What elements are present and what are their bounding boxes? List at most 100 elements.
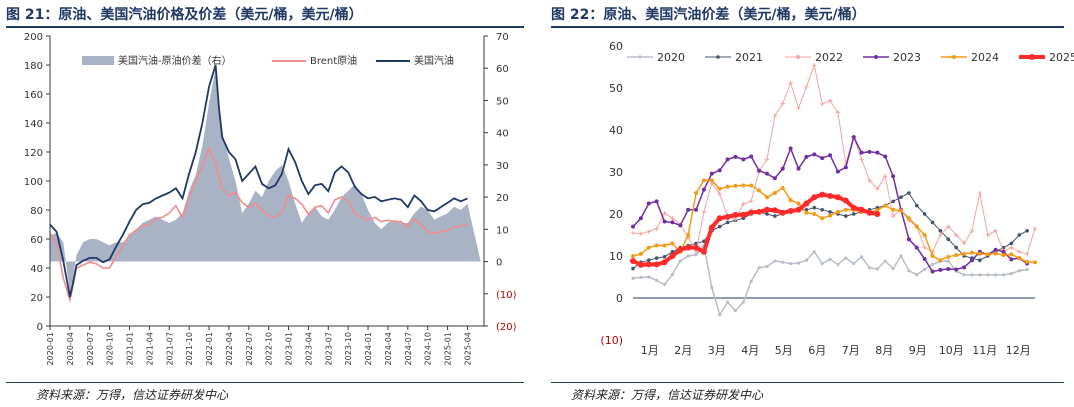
series-2020-point [1009, 272, 1013, 276]
x-tick-label: 2020-07 [86, 332, 95, 365]
series-2024-point [646, 245, 651, 250]
series-2022-point [812, 63, 817, 68]
series-2024-point [828, 213, 833, 218]
series-2020-point [915, 273, 919, 277]
series-2022-point [733, 217, 738, 222]
series-2022-line [632, 64, 1036, 255]
x-tick-label: 2025-01 [444, 332, 453, 365]
y2-tick-label: 10 [496, 225, 509, 236]
series-2023-point [993, 247, 998, 252]
series-2020-point [923, 267, 927, 272]
series-2021-point [946, 237, 951, 241]
series-2022-point [835, 110, 841, 115]
y2-tick-label: (10) [496, 290, 517, 301]
series-2023-point [820, 156, 825, 161]
series-2024-point [1033, 260, 1037, 265]
series-2025-point [858, 206, 865, 213]
series-2021-line [632, 192, 1028, 269]
y-tick-label: 120 [24, 148, 43, 159]
series-2020-point [639, 275, 643, 280]
series-2024-point [993, 251, 998, 256]
series-2025-line [632, 192, 878, 267]
series-2021-point [899, 195, 903, 199]
series-2023-point [804, 154, 809, 159]
series-2025-point [653, 261, 660, 268]
series-2021-point [631, 266, 635, 271]
series-2025-point [866, 209, 873, 216]
series-2022-point [749, 198, 754, 204]
series-2024-point [765, 195, 769, 200]
series-2024-point [906, 216, 911, 221]
series-2020-point [993, 273, 998, 277]
series-2024-point [733, 183, 738, 188]
brent-line [49, 145, 468, 304]
series-2021-point [670, 250, 675, 254]
series-2020-point [907, 269, 911, 273]
series-2022-point [717, 191, 722, 197]
y2-tick-label: (20) [496, 322, 517, 333]
series-2024-point [954, 253, 959, 258]
series-2022-point [953, 232, 959, 238]
series-2022-point [646, 229, 651, 234]
series-2021-point [702, 239, 706, 244]
x-tick-label: 5月 [775, 344, 793, 357]
series-2020-point [867, 266, 872, 270]
series-2020-point [686, 254, 690, 258]
series-2025-point [834, 194, 841, 201]
series-2023-point [875, 150, 880, 155]
series-2024-point [985, 252, 990, 257]
x-tick-label: 2022-04 [225, 332, 234, 365]
series-2025-point [819, 191, 826, 198]
series-2022-point [654, 226, 659, 231]
series-2023-point [662, 219, 667, 224]
series-2020-point [757, 266, 761, 270]
series-2024-point [780, 185, 785, 190]
series-2022-point [883, 174, 888, 179]
series-2021-point [1017, 233, 1022, 237]
x-tick-label: 3月 [708, 344, 726, 357]
series-2023-point [678, 223, 683, 228]
y-tick-label: 200 [24, 32, 43, 43]
series-2024-point [812, 212, 817, 216]
series-2020-point [733, 309, 738, 313]
y2-tick-label: 0 [496, 258, 502, 269]
x-tick-label: 2024-01 [364, 332, 373, 365]
series-2025-point [787, 208, 794, 215]
series-2023-point [914, 245, 919, 250]
y-tick-label: 140 [24, 119, 43, 130]
y-tick-label: 100 [24, 177, 43, 188]
series-2021-point [930, 220, 935, 225]
series-2025-point [637, 261, 644, 268]
x-tick-label: 2024-10 [424, 332, 433, 365]
series-2023-point [867, 149, 872, 154]
y2-tick-label: 60 [496, 64, 509, 75]
x-tick-label: 2023-07 [324, 332, 333, 365]
series-2025-point [661, 259, 668, 266]
series-2023-point [686, 207, 691, 212]
series-2025-point [700, 248, 707, 255]
x-tick-label: 2021-01 [126, 332, 135, 365]
legend-label-2023: 2023 [893, 51, 921, 64]
series-2022-point [985, 232, 990, 238]
series-2023-point [654, 199, 659, 204]
legend-label-2025: 2025 [1049, 51, 1074, 64]
series-2021-point [646, 258, 651, 262]
series-2024-point [741, 183, 746, 188]
series-2025-point [708, 224, 715, 231]
series-2024-point [946, 254, 951, 259]
y2-tick-label: 20 [496, 193, 509, 204]
series-2024-point [686, 233, 691, 237]
series-2024-point [670, 241, 675, 246]
series-2022-point [1017, 249, 1022, 254]
series-2022-point [946, 224, 951, 229]
y-tick-label: 40 [609, 124, 623, 137]
series-2023-point [757, 168, 762, 173]
x-tick-label: 4月 [741, 344, 759, 357]
series-2020-point [741, 300, 745, 304]
series-2020-point [765, 264, 769, 269]
series-2023-point [631, 224, 635, 229]
series-2020-point [678, 259, 682, 263]
y2-tick-label: 30 [496, 161, 509, 172]
series-2021-point [938, 229, 943, 233]
series-2024-point [843, 207, 848, 212]
